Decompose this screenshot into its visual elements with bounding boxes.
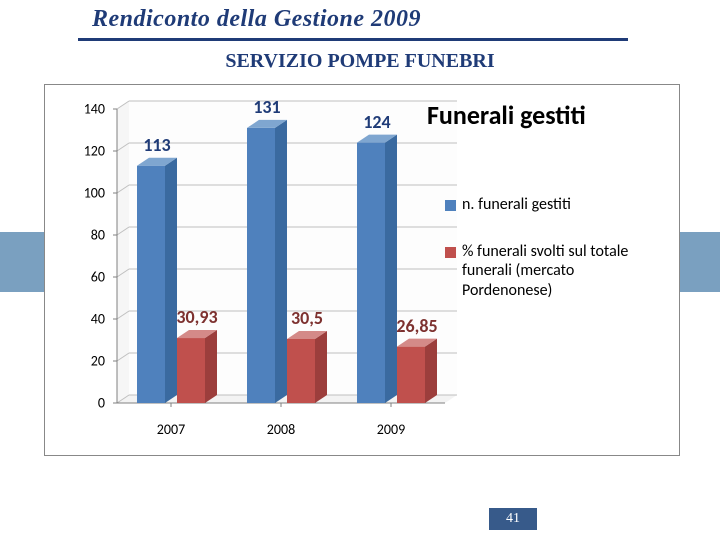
y-tick-label: 120 [84, 143, 105, 160]
y-tick-label: 20 [91, 353, 105, 370]
data-label: 26,85 [396, 315, 437, 337]
legend-swatch [445, 247, 456, 258]
chart-title: Funerali gestiti [427, 99, 586, 131]
header-rule [78, 38, 628, 41]
y-tick-label: 100 [84, 185, 105, 202]
y-tick-label: 140 [84, 101, 105, 118]
legend-item: n. funerali gestiti [445, 195, 665, 214]
x-tick-label: 2008 [267, 421, 295, 438]
data-label: 124 [363, 111, 390, 133]
x-tick-label: 2009 [377, 421, 405, 438]
y-tick-label: 60 [91, 269, 105, 286]
legend: n. funerali gestiti % funerali svolti su… [445, 195, 665, 328]
data-label: 131 [253, 96, 280, 118]
x-tick-label: 2007 [157, 421, 185, 438]
page-number: 41 [489, 508, 537, 530]
data-label: 30,5 [291, 307, 323, 329]
data-label: 113 [143, 134, 170, 156]
y-axis-labels: 0 20 40 60 80 100 120 140 [71, 85, 105, 455]
page-subtitle: SERVIZIO POMPE FUNEBRI [0, 50, 720, 73]
page-title: Rendiconto della Gestione 2009 [92, 6, 421, 33]
y-tick-label: 0 [98, 395, 105, 412]
legend-item: % funerali svolti sul totale funerali (m… [445, 242, 665, 300]
slide: Rendiconto della Gestione 2009 SERVIZIO … [0, 0, 720, 540]
chart-card: Funerali gestiti n. funerali gestiti % f… [44, 84, 680, 456]
legend-label: % funerali svolti sul totale funerali (m… [462, 242, 665, 300]
data-label: 30,93 [176, 306, 217, 328]
y-tick-label: 40 [91, 311, 105, 328]
y-tick-label: 80 [91, 227, 105, 244]
legend-label: n. funerali gestiti [462, 195, 571, 214]
legend-swatch [445, 200, 456, 211]
